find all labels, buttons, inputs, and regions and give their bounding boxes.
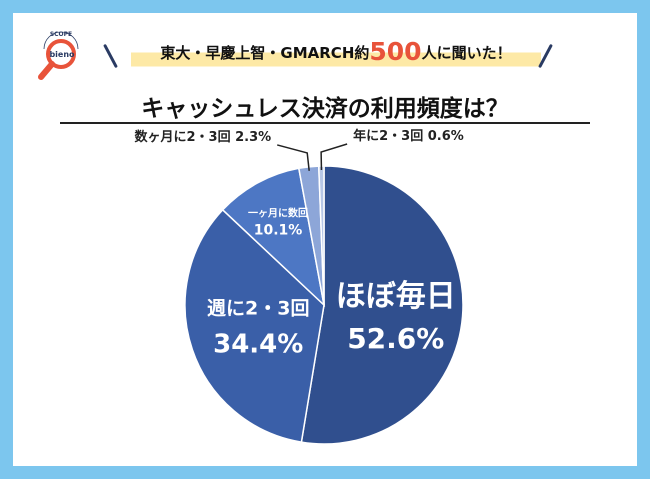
slice-label-monthly-value: 10.1% xyxy=(254,223,303,239)
banner-suffix: 人に聞いた！ xyxy=(421,44,512,62)
leader-lines xyxy=(277,143,348,171)
survey-banner: 東大・早慶上智・GMARCH約500人に聞いた！ xyxy=(131,35,541,69)
pie-slice-weekly xyxy=(184,208,325,444)
slice-label-few-months-name: 数ヶ月に2・3回 xyxy=(135,129,231,145)
pie-slice-daily xyxy=(300,165,464,445)
slice-label-daily-name: ほぼ毎日 xyxy=(336,279,456,314)
title-underline xyxy=(60,122,590,124)
chart-title: キャッシュレス決済の利用頻度は？ xyxy=(141,96,509,122)
pie-slices xyxy=(184,165,464,445)
slice-label-yearly-name: 年に2・3回 xyxy=(353,128,423,144)
slice-label-few-months-value: 2.3% xyxy=(235,130,271,145)
pie-slice-monthly xyxy=(221,167,326,308)
slice-label-yearly: 年に2・3回 0.6% xyxy=(353,128,464,144)
logo-arc-text: SCOPE xyxy=(50,31,72,38)
logo-text: bieno xyxy=(49,50,75,59)
magnifier-logo-icon: SCOPE bieno xyxy=(38,31,79,80)
slice-label-daily-value: 52.6% xyxy=(347,322,444,355)
infographic-card: SCOPE bieno 東大・早慶上智・GMARCH約500人に聞いた！ キャッ… xyxy=(13,13,637,466)
pie-chart: ほぼ毎日 52.6% 週に2・3回 34.4% 一ヶ月に数回 10.1% 数ヶ月… xyxy=(135,128,464,445)
banner-number: 500 xyxy=(369,37,422,66)
slice-label-few-months: 数ヶ月に2・3回 2.3% xyxy=(135,129,272,145)
slice-label-weekly-value: 34.4% xyxy=(213,329,303,359)
slice-label-yearly-value: 0.6% xyxy=(428,129,464,144)
slice-label-weekly-name: 週に2・3回 xyxy=(207,297,309,319)
slice-label-monthly-name: 一ヶ月に数回 xyxy=(248,207,308,220)
banner-prefix: 東大・早慶上智・GMARCH約 xyxy=(160,44,370,62)
leader-line-few-months xyxy=(277,144,310,171)
leader-line-yearly xyxy=(320,143,348,171)
slice-labels: ほぼ毎日 52.6% 週に2・3回 34.4% 一ヶ月に数回 10.1% 数ヶ月… xyxy=(135,128,464,359)
